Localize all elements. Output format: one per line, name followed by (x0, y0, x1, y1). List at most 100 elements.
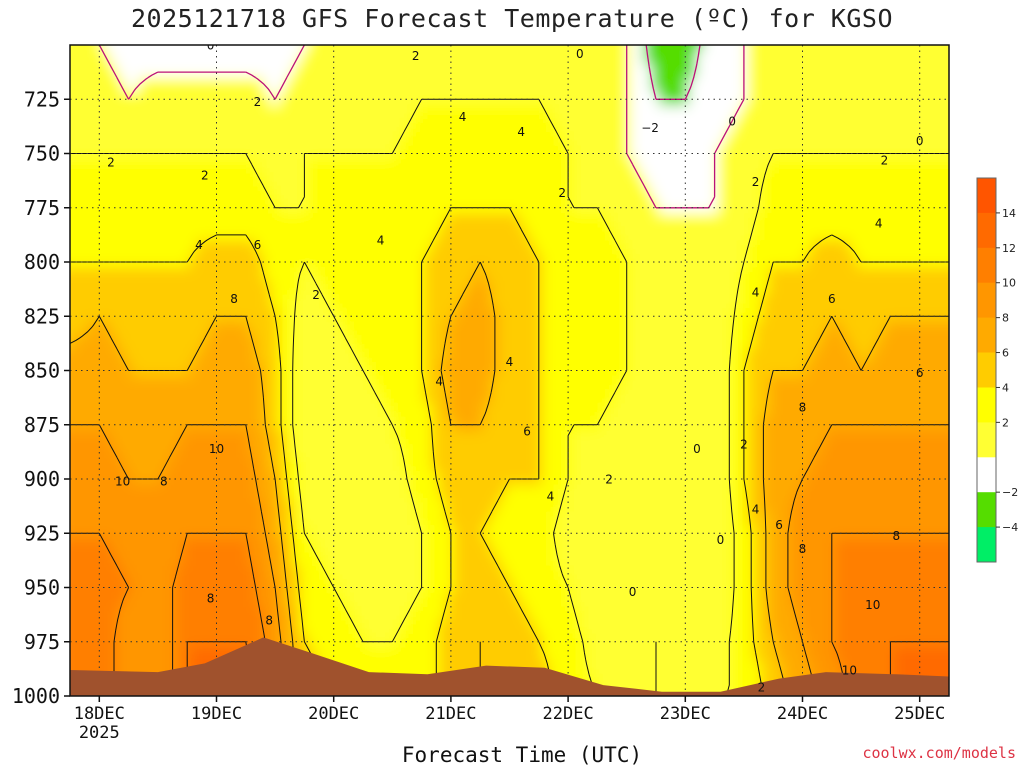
temperature-cell (80, 592, 89, 608)
temperature-cell (431, 158, 441, 174)
temperature-cell (116, 525, 126, 540)
temperature-cell (475, 158, 485, 174)
temperature-cell (439, 416, 448, 432)
temperature-cell (768, 498, 778, 513)
temperature-cell (630, 701, 638, 716)
temperature-cell (292, 158, 301, 174)
temperature-cell (322, 213, 331, 228)
temperature-cell (168, 416, 177, 432)
temperature-cell (248, 199, 257, 215)
temperature-cell (322, 403, 331, 418)
temperature-cell (651, 253, 660, 269)
temperature-cell (248, 226, 257, 242)
temperature-cell (527, 131, 536, 147)
temperature-cell (292, 606, 301, 622)
temperature-cell (754, 348, 763, 364)
temperature-cell (512, 389, 521, 405)
temperature-cell (329, 186, 338, 201)
temperature-cell (475, 511, 485, 527)
temperature-cell (475, 416, 485, 432)
temperature-cell (505, 335, 514, 350)
temperature-cell (534, 511, 543, 527)
temperature-cell (658, 335, 668, 350)
temperature-cell (695, 158, 704, 174)
temperature-cell (468, 45, 477, 52)
temperature-cell (212, 294, 221, 310)
temperature-cell (190, 538, 199, 554)
temperature-cell (219, 592, 228, 608)
temperature-cell (395, 348, 404, 364)
temperature-cell (724, 281, 734, 296)
temperature-cell (248, 145, 257, 160)
temperature-cell (688, 23, 696, 38)
temperature-cell (373, 525, 382, 540)
temperature-cell (270, 633, 279, 649)
temperature-cell (292, 511, 301, 527)
temperature-cell (541, 633, 550, 649)
temperature-cell (431, 538, 441, 554)
temperature-cell (234, 172, 243, 188)
temperature-cell (402, 633, 411, 649)
temperature-cell (116, 186, 126, 201)
temperature-cell (256, 118, 265, 133)
temperature-cell (256, 240, 265, 255)
temperature-cell (571, 118, 580, 133)
temperature-cell (212, 348, 221, 364)
temperature-cell (226, 145, 236, 160)
temperature-cell (72, 565, 82, 581)
temperature-cell (541, 538, 550, 554)
temperature-cell (439, 511, 448, 527)
temperature-cell (585, 430, 594, 445)
temperature-cell (629, 50, 638, 65)
temperature-cell (732, 620, 741, 635)
temperature-cell (431, 403, 441, 418)
temperature-cell (387, 660, 397, 676)
temperature-cell (512, 403, 521, 418)
temperature-cell (72, 348, 82, 364)
temperature-cell (175, 606, 184, 622)
temperature-cell (490, 470, 499, 486)
temperature-cell (270, 213, 279, 228)
temperature-cell (395, 199, 404, 215)
temperature-cell (205, 23, 213, 38)
temperature-cell (190, 64, 199, 79)
temperature-cell (497, 213, 507, 228)
temperature-cell (190, 172, 199, 188)
temperature-cell (168, 403, 177, 418)
temperature-cell (109, 389, 118, 405)
temperature-cell (72, 498, 82, 513)
temperature-cell (358, 186, 367, 201)
temperature-cell (314, 199, 323, 215)
temperature-cell (754, 592, 763, 608)
temperature-cell (658, 145, 668, 160)
temperature-cell (439, 647, 448, 662)
temperature-cell (278, 498, 287, 513)
temperature-cell (534, 226, 543, 242)
temperature-cell (424, 389, 433, 405)
temperature-cell (644, 633, 653, 649)
temperature-cell (702, 118, 712, 133)
temperature-cell (585, 633, 594, 649)
temperature-cell (527, 91, 536, 106)
temperature-cell (424, 240, 433, 255)
temperature-cell (424, 199, 433, 215)
temperature-cell (351, 172, 360, 188)
temperature-cell (270, 403, 279, 418)
temperature-cell (387, 443, 397, 459)
temperature-cell (226, 45, 236, 52)
temperature-cell (124, 430, 133, 445)
temperature-cell (688, 620, 697, 635)
temperature-cell (402, 565, 411, 581)
temperature-cell (702, 620, 712, 635)
temperature-cell (702, 633, 712, 649)
temperature-cell (651, 281, 660, 296)
temperature-cell (571, 240, 580, 255)
temperature-cell (541, 281, 550, 296)
temperature-cell (80, 267, 89, 282)
temperature-cell (629, 91, 638, 106)
temperature-cell (732, 23, 740, 38)
temperature-cell (651, 172, 660, 188)
temperature-cell (710, 647, 719, 662)
temperature-cell (146, 226, 155, 242)
temperature-cell (329, 23, 337, 38)
